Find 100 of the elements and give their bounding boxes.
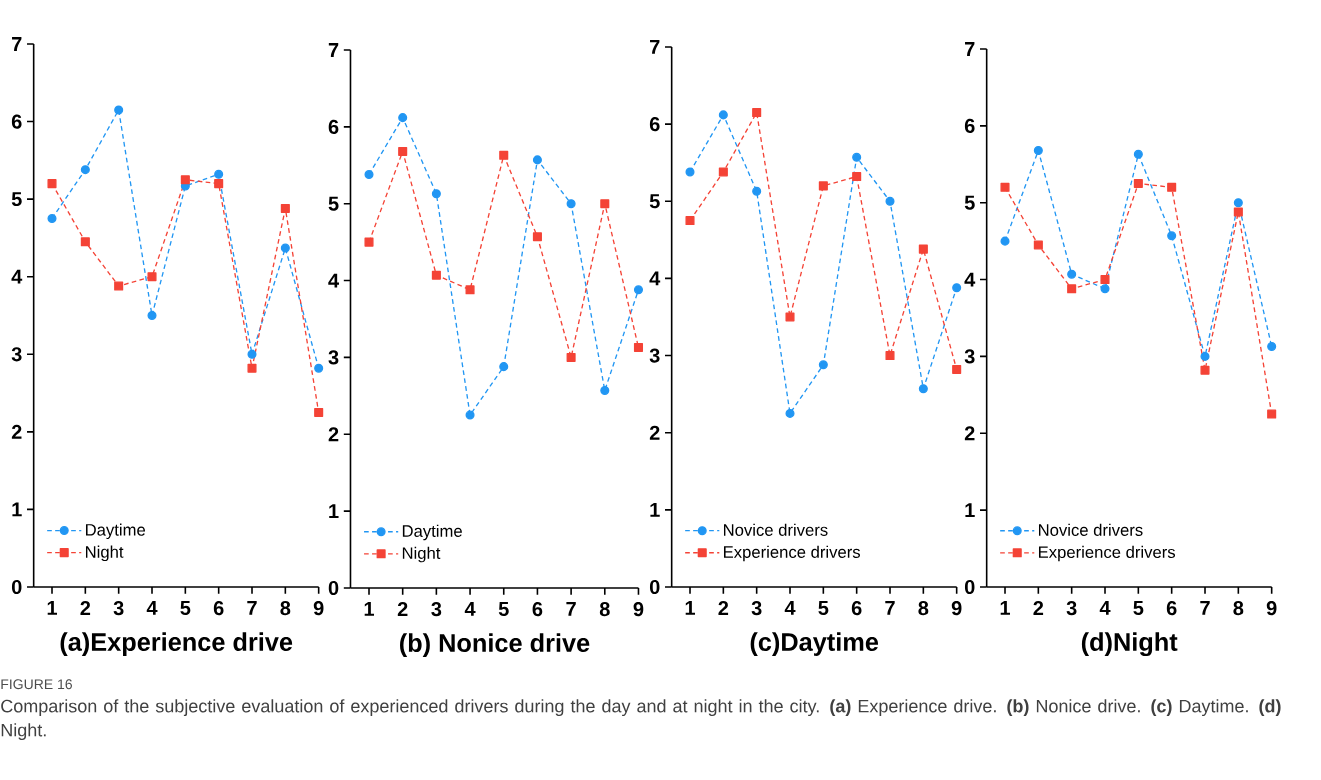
point bbox=[47, 179, 57, 189]
x-tick-label: 1 bbox=[1000, 601, 1011, 615]
point bbox=[1033, 145, 1043, 155]
point bbox=[785, 312, 795, 322]
point bbox=[885, 351, 895, 361]
y-tick-label: 3 bbox=[11, 347, 22, 362]
y-tick-label: 6 bbox=[649, 117, 660, 132]
x-tick-label: 5 bbox=[1133, 601, 1144, 615]
point bbox=[633, 342, 644, 352]
point bbox=[280, 203, 290, 213]
x-tick-label: 8 bbox=[918, 601, 929, 616]
legend-label: Experience drivers bbox=[1038, 545, 1176, 562]
point bbox=[1267, 341, 1277, 351]
point bbox=[1100, 275, 1110, 285]
y-tick-label: 3 bbox=[649, 348, 660, 363]
point bbox=[685, 216, 695, 226]
x-tick-label: 7 bbox=[1200, 601, 1210, 615]
point bbox=[1233, 207, 1243, 217]
legend-label: Experience drivers bbox=[723, 545, 861, 562]
y-tick-label: 6 bbox=[328, 119, 339, 134]
point bbox=[752, 186, 762, 196]
legend-label: Novice drivers bbox=[1038, 523, 1143, 536]
point bbox=[398, 146, 408, 156]
x-tick-label: 6 bbox=[532, 602, 543, 617]
point bbox=[247, 349, 257, 359]
x-axis-title: (b) Nonice drive bbox=[400, 633, 590, 657]
point bbox=[1100, 284, 1110, 294]
point bbox=[1167, 182, 1177, 192]
x-tick-label: 6 bbox=[213, 601, 224, 616]
y-tick-label: 5 bbox=[649, 194, 660, 209]
point bbox=[532, 155, 542, 165]
point bbox=[1067, 284, 1077, 294]
point bbox=[80, 165, 90, 175]
x-tick-label: 3 bbox=[113, 601, 124, 616]
legend-label: Night bbox=[402, 546, 441, 563]
point bbox=[499, 362, 509, 372]
point bbox=[785, 408, 795, 418]
point bbox=[1000, 236, 1010, 246]
text: Comparison of the subjective evaluation of experienced drivers during the day and at night in the city. (a) Experience drive. (b) Nonice drive. (c) Daytime. (d) Night. bbox=[1, 699, 1281, 741]
x-tick-label: 9 bbox=[313, 601, 324, 616]
y-tick-label: 0 bbox=[11, 579, 22, 595]
x-tick-label: 1 bbox=[364, 602, 375, 616]
legend-label: Night bbox=[85, 545, 124, 562]
point bbox=[600, 199, 610, 209]
point bbox=[1000, 182, 1010, 192]
point bbox=[431, 270, 441, 280]
point bbox=[364, 237, 374, 247]
x-tick-label: 2 bbox=[80, 601, 91, 615]
point bbox=[852, 152, 862, 162]
point bbox=[398, 113, 408, 123]
x-tick-label: 3 bbox=[1066, 601, 1077, 616]
point bbox=[600, 385, 610, 395]
point bbox=[465, 285, 475, 295]
y-tick-label: 3 bbox=[328, 350, 339, 365]
x-tick-label: 4 bbox=[1099, 601, 1111, 615]
point bbox=[80, 237, 90, 247]
y-tick-label: 6 bbox=[11, 114, 22, 129]
point bbox=[1200, 365, 1210, 375]
y-tick-label: 4 bbox=[328, 273, 339, 288]
y-tick-label: 1 bbox=[12, 502, 22, 517]
y-tick-label: 2 bbox=[11, 424, 22, 439]
point bbox=[499, 150, 509, 160]
x-tick-label: 4 bbox=[146, 601, 158, 615]
y-tick-label: 5 bbox=[964, 195, 975, 210]
y-tick-label: 2 bbox=[649, 425, 660, 440]
y-tick-label: 5 bbox=[328, 196, 339, 211]
point bbox=[1067, 269, 1077, 279]
x-tick-label: 9 bbox=[951, 601, 962, 616]
point bbox=[364, 169, 374, 180]
point bbox=[1133, 149, 1143, 159]
point bbox=[431, 189, 441, 199]
y-tick-label: 7 bbox=[12, 37, 22, 51]
point bbox=[718, 167, 728, 177]
y-tick-label: 4 bbox=[964, 272, 976, 287]
point bbox=[952, 364, 962, 374]
point bbox=[566, 199, 576, 209]
y-tick-label: 1 bbox=[329, 504, 339, 519]
legend-label: Novice drivers bbox=[723, 523, 828, 536]
point bbox=[314, 363, 324, 373]
x-tick-label: 4 bbox=[464, 602, 476, 616]
x-tick-label: 2 bbox=[718, 601, 729, 615]
point bbox=[214, 179, 224, 189]
point bbox=[818, 181, 828, 191]
x-tick-label: 9 bbox=[633, 602, 644, 617]
point bbox=[114, 281, 124, 291]
x-tick-label: 9 bbox=[1266, 601, 1277, 616]
point bbox=[214, 169, 224, 179]
point bbox=[180, 175, 190, 185]
point bbox=[885, 196, 895, 206]
point bbox=[147, 272, 157, 282]
point bbox=[566, 352, 576, 362]
point bbox=[1167, 231, 1177, 241]
point bbox=[314, 407, 324, 417]
y-tick-label: 0 bbox=[964, 579, 975, 595]
x-tick-label: 5 bbox=[498, 602, 509, 616]
x-tick-label: 7 bbox=[885, 601, 895, 615]
point bbox=[1267, 409, 1277, 419]
x-tick-label: 5 bbox=[818, 601, 829, 615]
x-tick-label: 7 bbox=[247, 601, 257, 615]
x-tick-label: 6 bbox=[1166, 601, 1177, 616]
